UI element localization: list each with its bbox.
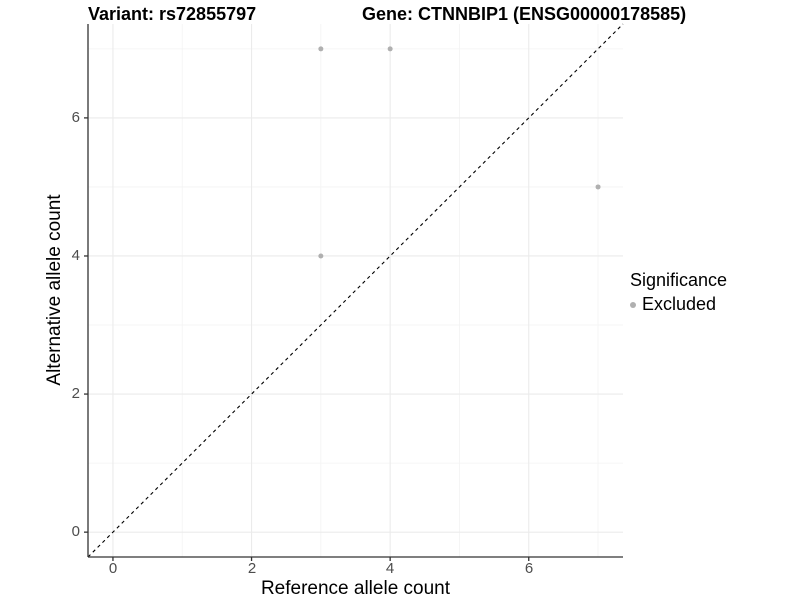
data-point [387, 46, 393, 52]
data-point [318, 253, 324, 259]
legend-item-label: Excluded [642, 294, 717, 314]
x-tick-label-6: 6 [524, 560, 534, 577]
y-axis-title: Alternative allele count [44, 194, 65, 386]
data-point [318, 46, 324, 52]
y-tick-label-2: 2 [71, 385, 80, 402]
panel-background [88, 24, 623, 557]
data-point [595, 184, 601, 190]
x-tick-label-2: 2 [247, 560, 257, 577]
legend-item-excluded: Excluded [630, 294, 727, 315]
x-axis-title: Reference allele count [260, 578, 451, 599]
legend-title: Significance [630, 270, 728, 290]
excluded-point-icon [630, 301, 636, 308]
x-tick-label-4: 4 [385, 560, 395, 577]
gene-title: Gene: CTNNBIP1 (ENSG00000178585) [362, 4, 687, 24]
y-tick-label-0: 0 [71, 523, 80, 540]
legend: Significance Excluded [630, 270, 727, 315]
x-tick-label-0: 0 [108, 560, 118, 577]
variant-title: Variant: rs72855797 [88, 4, 257, 24]
y-tick-label-4: 4 [71, 247, 80, 264]
y-tick-label-6: 6 [71, 109, 80, 126]
